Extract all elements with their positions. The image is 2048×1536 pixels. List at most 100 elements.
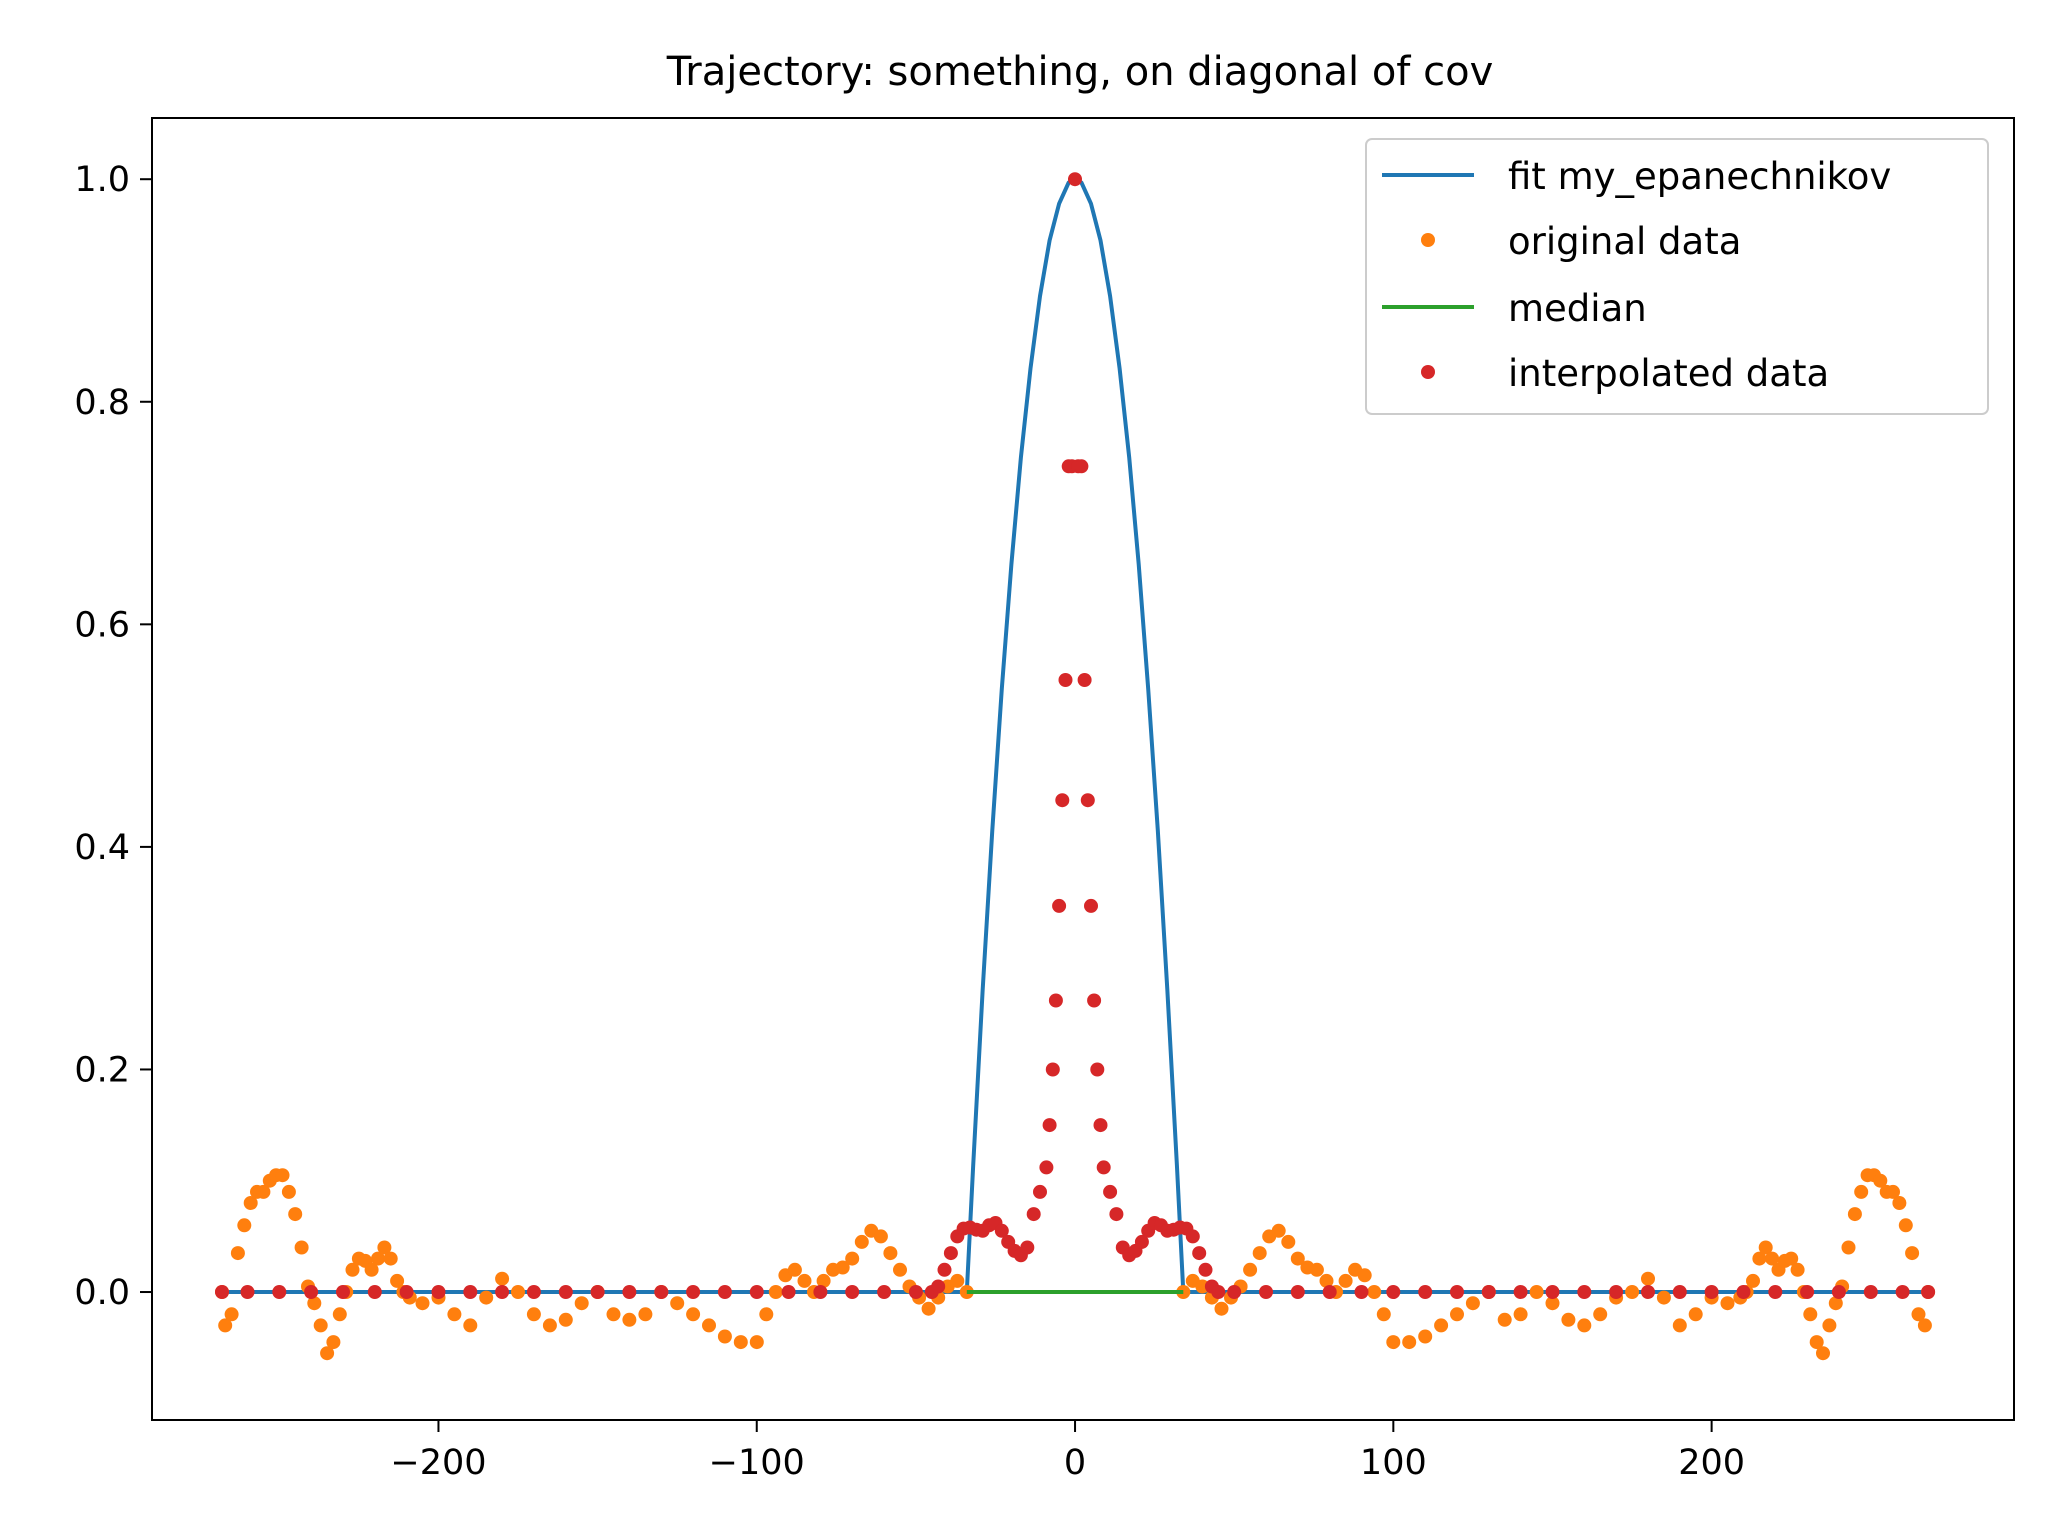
data-point-interpolated-data	[558, 1285, 573, 1299]
data-point-original-data	[1271, 1223, 1286, 1238]
data-point-interpolated-data	[686, 1285, 701, 1299]
data-point-original-data	[526, 1307, 541, 1322]
data-point-original-data	[1641, 1271, 1655, 1286]
data-point-interpolated-data	[749, 1285, 764, 1299]
data-point-original-data	[854, 1234, 869, 1249]
data-point-interpolated-data	[1103, 1184, 1118, 1199]
data-point-original-data	[1376, 1307, 1391, 1322]
data-point-original-data	[1784, 1251, 1799, 1266]
data-point-interpolated-data	[272, 1285, 287, 1299]
data-point-original-data	[1746, 1273, 1760, 1288]
data-point-interpolated-data	[1068, 172, 1082, 187]
data-point-interpolated-data	[908, 1285, 923, 1299]
data-point-original-data	[230, 1246, 245, 1261]
data-point-interpolated-data	[590, 1285, 605, 1299]
data-point-original-data	[873, 1229, 888, 1244]
data-point-interpolated-data	[215, 1285, 229, 1299]
data-point-original-data	[1917, 1318, 1932, 1333]
data-point-interpolated-data	[431, 1285, 446, 1299]
data-point-original-data	[463, 1318, 478, 1333]
data-point-interpolated-data	[1045, 1062, 1060, 1077]
data-point-original-data	[1905, 1246, 1920, 1261]
legend-box	[1365, 138, 1989, 415]
data-point-interpolated-data	[1290, 1285, 1305, 1299]
data-point-interpolated-data	[1481, 1285, 1496, 1299]
data-point-interpolated-data	[1354, 1285, 1369, 1299]
y-tick-label: 0.4	[74, 828, 130, 868]
y-tick-label: 0.2	[74, 1050, 130, 1090]
data-point-original-data	[1367, 1285, 1382, 1299]
data-point-original-data	[787, 1262, 802, 1277]
data-point-original-data	[1752, 1251, 1767, 1266]
data-point-interpolated-data	[1545, 1285, 1560, 1299]
data-point-original-data	[237, 1218, 252, 1233]
data-point-original-data	[1816, 1346, 1830, 1361]
data-point-interpolated-data	[1033, 1184, 1047, 1199]
data-point-original-data	[294, 1240, 309, 1255]
data-point-interpolated-data	[1322, 1285, 1337, 1299]
data-point-original-data	[1309, 1262, 1324, 1277]
data-point-interpolated-data	[1768, 1285, 1783, 1299]
data-point-original-data	[383, 1251, 398, 1266]
data-point-original-data	[1214, 1301, 1229, 1316]
data-point-interpolated-data	[1093, 1118, 1108, 1133]
data-point-original-data	[717, 1329, 732, 1344]
data-point-interpolated-data	[1020, 1240, 1035, 1255]
data-point-interpolated-data	[1831, 1285, 1846, 1299]
data-point-interpolated-data	[240, 1285, 255, 1299]
data-point-original-data	[1338, 1273, 1353, 1288]
data-point-original-data	[224, 1307, 239, 1322]
data-point-interpolated-data	[1087, 993, 1102, 1008]
data-point-original-data	[1497, 1312, 1512, 1327]
data-point-original-data	[1418, 1329, 1433, 1344]
data-point-original-data	[1720, 1296, 1735, 1311]
data-point-original-data	[1357, 1268, 1372, 1283]
data-point-original-data	[606, 1307, 621, 1322]
data-point-interpolated-data	[845, 1285, 860, 1299]
data-point-original-data	[332, 1307, 347, 1322]
data-point-original-data	[1841, 1240, 1856, 1255]
y-tick-label: 0.0	[74, 1273, 130, 1313]
plot-area	[215, 172, 1936, 1361]
data-point-interpolated-data	[1736, 1285, 1751, 1299]
data-point-original-data	[1243, 1262, 1258, 1277]
data-point-original-data	[883, 1246, 898, 1261]
data-point-original-data	[1290, 1251, 1305, 1266]
data-point-interpolated-data	[1039, 1160, 1054, 1175]
data-point-original-data	[733, 1335, 748, 1350]
data-point-original-data	[288, 1207, 303, 1222]
data-point-original-data	[1319, 1273, 1334, 1288]
data-point-interpolated-data	[1185, 1229, 1200, 1244]
data-point-original-data	[364, 1262, 379, 1277]
data-point-interpolated-data	[1096, 1160, 1111, 1175]
data-point-interpolated-data	[1192, 1246, 1207, 1261]
data-point-original-data	[1892, 1196, 1907, 1210]
data-point-interpolated-data	[1026, 1207, 1041, 1222]
data-point-interpolated-data	[399, 1285, 414, 1299]
data-point-interpolated-data	[1450, 1285, 1464, 1299]
data-point-original-data	[558, 1312, 573, 1327]
data-point-original-data	[638, 1307, 653, 1322]
data-point-interpolated-data	[943, 1246, 958, 1261]
data-point-original-data	[1577, 1318, 1592, 1333]
data-point-original-data	[1847, 1207, 1862, 1222]
data-point-original-data	[1281, 1234, 1296, 1249]
legend-swatch-interpolated-point	[1421, 365, 1435, 379]
data-point-interpolated-data	[1134, 1234, 1149, 1249]
data-point-original-data	[622, 1312, 637, 1327]
data-point-interpolated-data	[1259, 1285, 1273, 1299]
data-point-interpolated-data	[495, 1285, 510, 1299]
data-point-original-data	[1386, 1335, 1401, 1350]
data-point-original-data	[1803, 1307, 1818, 1322]
data-point-original-data	[1593, 1307, 1608, 1322]
data-point-interpolated-data	[1704, 1285, 1719, 1299]
data-point-interpolated-data	[781, 1285, 796, 1299]
data-point-original-data	[768, 1285, 783, 1299]
data-point-original-data	[1809, 1335, 1824, 1350]
data-point-original-data	[1625, 1285, 1640, 1299]
data-point-original-data	[1873, 1173, 1888, 1188]
data-point-original-data	[574, 1296, 589, 1311]
y-tick-label: 0.6	[74, 605, 130, 645]
data-point-interpolated-data	[931, 1279, 946, 1294]
